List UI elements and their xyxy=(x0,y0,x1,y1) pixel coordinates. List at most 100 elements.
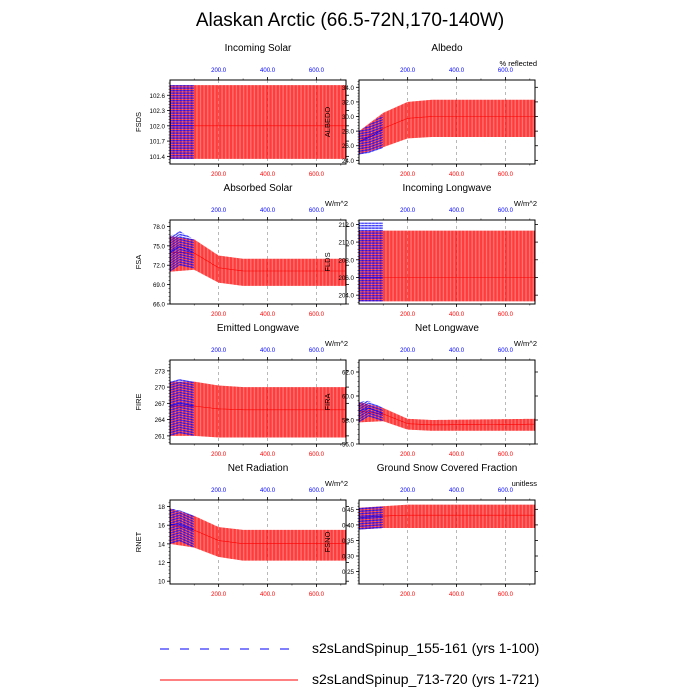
x-tick-label-bottom-rnet: 400.0 xyxy=(260,592,276,598)
series-b-fsa xyxy=(170,236,346,286)
y-axis-label-fsno: FSNO xyxy=(323,531,332,552)
x-tick-label-top-fira: 600.0 xyxy=(498,348,514,354)
y-tick-label-fsno: 0.25 xyxy=(342,569,355,576)
x-tick-label-top-fsno: 600.0 xyxy=(498,488,514,494)
series-a-fira xyxy=(359,400,383,423)
y-tick-label-fira: 62.0 xyxy=(342,370,355,377)
series-b-albedo xyxy=(359,99,535,155)
plot-area-fire xyxy=(170,379,346,438)
x-tick-label-top-fsa: 600.0 xyxy=(309,208,325,214)
plot-frame-albedo xyxy=(358,79,536,165)
series-mean-b xyxy=(170,524,346,545)
y-tick-label-fsa: 75.0 xyxy=(153,243,166,250)
x-tick-label-bottom-fsds: 600.0 xyxy=(309,172,325,178)
panel-title-flds: Incoming Longwave xyxy=(403,183,492,194)
plot-frame-rnet xyxy=(169,499,347,585)
y-tick-label-rnet: 18 xyxy=(158,504,165,511)
x-tick-label-top-rnet: 600.0 xyxy=(309,488,325,494)
y-tick-label-fsno: 0.40 xyxy=(342,522,355,529)
series-b-fira xyxy=(359,402,535,431)
y-tick-label-fira: 58.0 xyxy=(342,418,355,425)
y-tick-label-fire: 273 xyxy=(155,368,166,375)
units-label-fsno: unitless xyxy=(512,479,538,488)
x-tick-label-top-fsa: 200.0 xyxy=(211,208,227,214)
y-tick-label-fsa: 66.0 xyxy=(153,302,166,309)
y-axis-label-rnet: RNET xyxy=(134,531,143,552)
x-tick-label-top-fsno: 400.0 xyxy=(449,488,465,494)
panel-fire: Emitted Longwave W/m^2 FIRE 261 264 267 270 273… xyxy=(134,323,349,458)
y-tick-label-fira: 56.0 xyxy=(342,442,355,449)
x-tick-label-top-flds: 200.0 xyxy=(400,208,416,214)
x-tick-label-bottom-fsa: 200.0 xyxy=(211,312,227,318)
figure-title: Alaskan Arctic (66.5-72N,170-140W) xyxy=(195,10,505,31)
x-tick-label-bottom-fsno: 200.0 xyxy=(400,592,416,598)
x-tick-label-bottom-fsds: 400.0 xyxy=(260,172,276,178)
panel-title-fsno: Ground Snow Covered Fraction xyxy=(377,463,518,474)
x-tick-label-bottom-fira: 200.0 xyxy=(400,452,416,458)
units-label-fira: W/m^2 xyxy=(514,339,537,348)
panel-title-fsa: Absorbed Solar xyxy=(224,183,294,194)
y-tick-label-fsno: 0.35 xyxy=(342,538,355,545)
y-tick-label-flds: 212.0 xyxy=(339,222,355,229)
units-label-albedo: % reflected xyxy=(499,59,537,68)
x-tick-label-top-fsds: 200.0 xyxy=(211,68,227,74)
x-tick-label-top-fira: 200.0 xyxy=(400,348,416,354)
plot-area-albedo xyxy=(359,99,535,155)
series-mean-a xyxy=(359,407,383,414)
y-tick-label-fira: 60.0 xyxy=(342,394,355,401)
y-tick-label-rnet: 14 xyxy=(158,541,165,548)
x-tick-label-top-albedo: 600.0 xyxy=(498,68,514,74)
x-tick-label-top-rnet: 200.0 xyxy=(211,488,227,494)
x-tick-label-bottom-albedo: 600.0 xyxy=(498,172,514,178)
x-tick-label-top-rnet: 400.0 xyxy=(260,488,276,494)
units-label-flds: W/m^2 xyxy=(514,199,537,208)
series-mean-a xyxy=(359,129,383,142)
y-axis-label-flds: FLDS xyxy=(323,252,332,271)
y-tick-label-fsds: 102.6 xyxy=(150,93,166,100)
plot-area-rnet xyxy=(170,508,346,561)
series-b-flds xyxy=(359,230,535,302)
x-tick-label-top-flds: 400.0 xyxy=(449,208,465,214)
x-tick-label-top-fire: 200.0 xyxy=(211,348,227,354)
panel-flds: Incoming Longwave W/m^2 FLDS 204.0 206.0 208.… xyxy=(323,183,538,318)
x-tick-label-top-albedo: 400.0 xyxy=(449,68,465,74)
x-tick-label-top-fsno: 200.0 xyxy=(400,488,416,494)
series-mean-b xyxy=(359,116,535,142)
x-tick-label-bottom-fira: 400.0 xyxy=(449,452,465,458)
x-tick-label-top-fsa: 400.0 xyxy=(260,208,276,214)
y-tick-label-flds: 210.0 xyxy=(339,240,355,247)
y-tick-label-flds: 208.0 xyxy=(339,257,355,264)
y-tick-label-rnet: 12 xyxy=(158,560,165,567)
y-tick-label-albedo: 32.0 xyxy=(342,99,355,106)
y-tick-label-flds: 206.0 xyxy=(339,275,355,282)
y-axis-label-fira: FIRA xyxy=(323,393,332,410)
x-tick-label-top-fire: 600.0 xyxy=(309,348,325,354)
x-tick-label-bottom-rnet: 200.0 xyxy=(211,592,227,598)
y-tick-label-albedo: 30.0 xyxy=(342,114,355,121)
y-tick-label-fire: 261 xyxy=(155,433,166,440)
series-a-flds xyxy=(359,222,383,302)
panel-fsds: Incoming Solar FSDS 101.4 101.7 102.0 102.3 10… xyxy=(134,43,349,178)
series-mean-b xyxy=(170,405,346,411)
x-tick-label-bottom-flds: 400.0 xyxy=(449,312,465,318)
x-tick-label-top-fire: 400.0 xyxy=(260,348,276,354)
y-tick-label-albedo: 34.0 xyxy=(342,85,355,92)
panel-title-rnet: Net Radiation xyxy=(228,463,289,474)
x-tick-label-top-fsds: 600.0 xyxy=(309,68,325,74)
series-a-fsa xyxy=(170,231,194,272)
x-tick-label-bottom-fire: 200.0 xyxy=(211,452,227,458)
series-mean-b xyxy=(359,410,535,426)
series-mean-b xyxy=(359,514,535,518)
y-tick-label-rnet: 16 xyxy=(158,523,165,530)
series-b-fsds xyxy=(170,85,346,159)
series-a-fire xyxy=(170,379,194,436)
y-axis-label-fsds: FSDS xyxy=(134,112,143,132)
y-tick-label-rnet: 10 xyxy=(158,579,165,586)
plot-frame-fsa xyxy=(169,219,347,305)
plot-area-flds xyxy=(359,222,535,302)
panel-title-albedo: Albedo xyxy=(431,43,463,54)
panel-fsno: Ground Snow Covered Fraction unitless FSNO… xyxy=(323,463,538,598)
series-b-fire xyxy=(170,381,346,438)
x-tick-label-top-fsds: 400.0 xyxy=(260,68,276,74)
